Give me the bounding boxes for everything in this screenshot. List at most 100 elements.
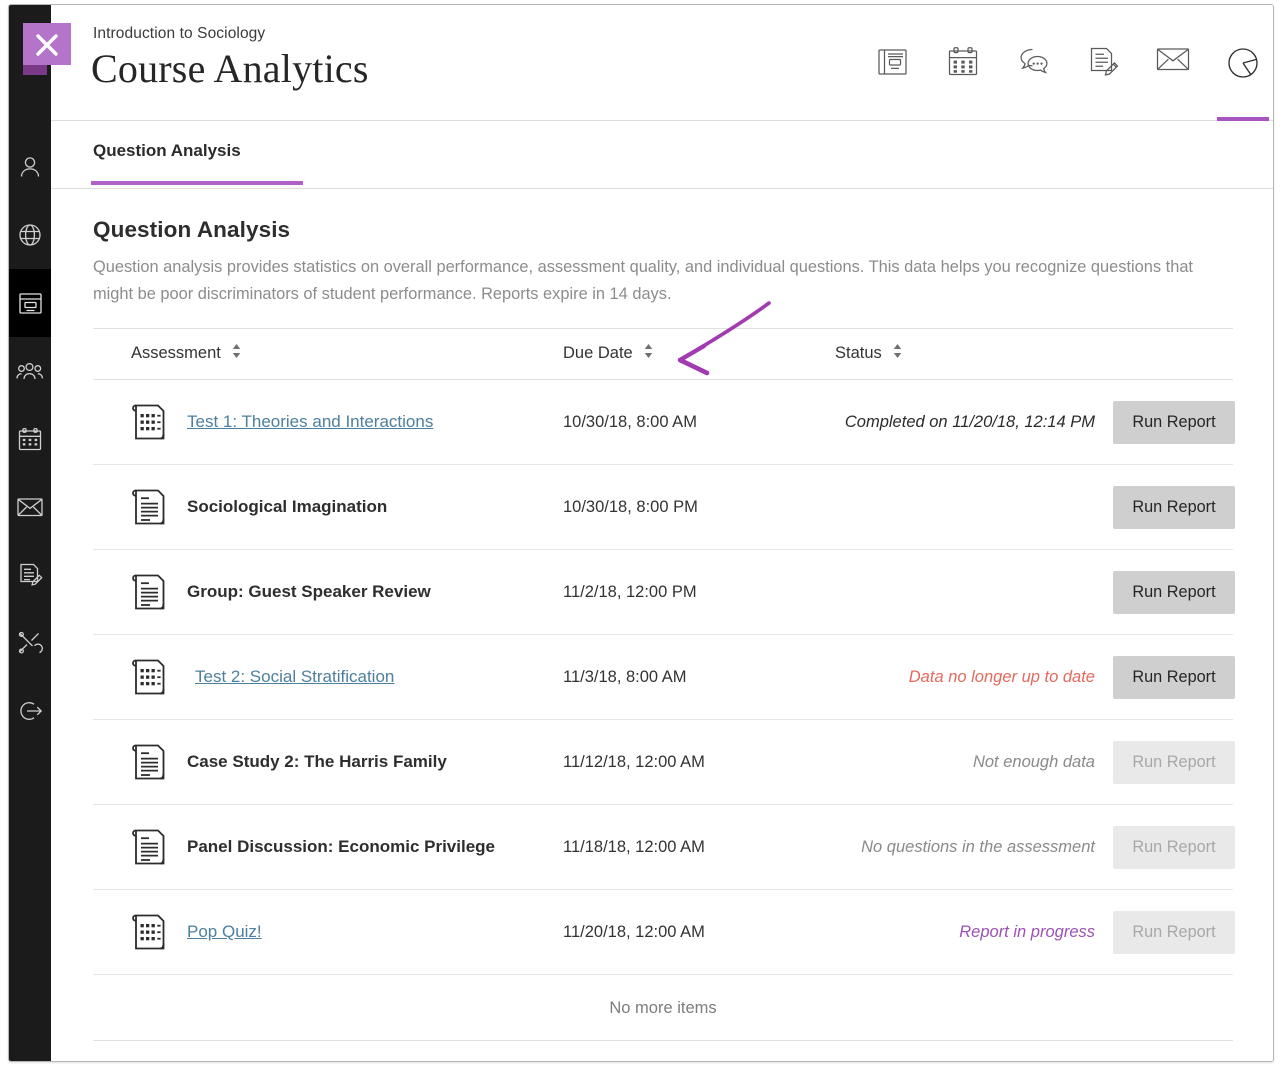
cell-status: Data no longer up to date	[835, 634, 1113, 720]
toolbar-messages[interactable]	[1153, 45, 1193, 121]
test-icon	[132, 914, 165, 950]
status-text: Completed on 11/20/18, 12:14 PM	[844, 412, 1095, 431]
assessment-name: Case Study 2: The Harris Family	[187, 752, 447, 771]
column-header-assessment[interactable]: Assessment	[93, 328, 563, 380]
column-header-due-date[interactable]: Due Date	[563, 328, 835, 380]
table-head: Assessment Due Date	[93, 328, 1233, 380]
cell-assessment: Case Study 2: The Harris Family	[93, 719, 563, 805]
cell-action: Run Report	[1113, 634, 1235, 720]
groups-icon	[16, 362, 44, 380]
content-area: Question Analysis Question analysis prov…	[51, 217, 1273, 1041]
toolbar-calendar[interactable]	[943, 45, 983, 121]
table-row: Pop Quiz! 11/20/18, 12:00 AM Report in pro…	[93, 889, 1235, 975]
close-icon	[23, 23, 71, 75]
column-header-status[interactable]: Status	[835, 328, 1113, 380]
assessment-name: Sociological Imagination	[187, 497, 388, 516]
table-row: Panel Discussion: Economic Privilege 11/1…	[93, 804, 1235, 890]
sidebar-item-institution[interactable]	[9, 201, 51, 269]
global-navigation-rail	[9, 5, 51, 1061]
cell-action: Run Report	[1113, 804, 1235, 890]
column-header-assessment-label: Assessment	[131, 344, 221, 362]
toolbar-analytics[interactable]	[1217, 45, 1269, 121]
course-content-icon	[878, 49, 907, 75]
tab-bar: Question Analysis	[51, 121, 1273, 189]
calendar-icon	[948, 47, 978, 76]
window-card: Introduction to Sociology Course Analyti…	[8, 4, 1274, 1062]
assignment-icon-wrapper	[131, 571, 169, 613]
column-header-due-date-label: Due Date	[563, 344, 633, 362]
messages-icon	[1156, 48, 1190, 71]
sidebar-item-messages[interactable]	[9, 473, 51, 541]
signout-icon	[20, 702, 43, 720]
page-title: Course Analytics	[91, 46, 369, 91]
run-report-button[interactable]: Run Report	[1113, 485, 1235, 529]
cell-status: Not enough data	[835, 719, 1113, 805]
courses-icon	[18, 292, 42, 314]
due-date-value: 11/12/18, 12:00 AM	[563, 752, 705, 771]
toolbar-content[interactable]	[873, 45, 913, 121]
due-date-value: 10/30/18, 8:00 AM	[563, 412, 697, 431]
run-report-button[interactable]: Run Report	[1113, 400, 1235, 444]
toolbar-discussions[interactable]	[1013, 45, 1053, 121]
sidebar-item-profile[interactable]	[9, 133, 51, 201]
cell-due-date: 11/12/18, 12:00 AM	[563, 719, 835, 805]
cell-due-date: 10/30/18, 8:00 AM	[563, 379, 835, 465]
toolbar-gradebook[interactable]	[1083, 45, 1123, 121]
cell-status: No questions in the assessment	[835, 804, 1113, 890]
course-toolbar	[873, 45, 1269, 121]
sidebar-item-tools[interactable]	[9, 609, 51, 677]
sort-assessment-icon[interactable]	[231, 343, 242, 359]
table-row: Case Study 2: The Harris Family 11/12/18,…	[93, 719, 1235, 805]
cell-due-date: 11/20/18, 12:00 AM	[563, 889, 835, 975]
status-text: Data no longer up to date	[908, 667, 1095, 686]
run-report-button[interactable]: Run Report	[1113, 570, 1235, 614]
cell-status: Report in progress	[835, 889, 1113, 975]
assignment-icon	[132, 574, 165, 610]
status-text: No questions in the assessment	[861, 837, 1095, 856]
analytics-icon	[1228, 48, 1258, 78]
cell-action: Run Report	[1113, 464, 1235, 550]
sidebar-item-grades[interactable]	[9, 541, 51, 609]
sort-arrows-icon	[894, 344, 902, 358]
tab-question-analysis[interactable]: Question Analysis	[91, 141, 303, 185]
sidebar-item-organizations[interactable]	[9, 337, 51, 405]
cell-assessment: Test 1: Theories and Interactions	[93, 379, 563, 465]
due-date-value: 11/18/18, 12:00 AM	[563, 837, 705, 856]
profile-icon	[20, 157, 40, 177]
sidebar-item-calendar[interactable]	[9, 405, 51, 473]
run-report-button[interactable]: Run Report	[1113, 655, 1235, 699]
assessment-link[interactable]: Pop Quiz!	[187, 922, 262, 941]
table-row: Group: Guest Speaker Review 11/2/18, 12:0…	[93, 549, 1235, 635]
cell-status	[835, 464, 1113, 550]
cell-due-date: 11/18/18, 12:00 AM	[563, 804, 835, 890]
sort-arrows-icon	[233, 344, 241, 358]
table-row: Test 2: Social Stratification 11/3/18, 8:…	[93, 634, 1235, 720]
tools-icon	[18, 631, 43, 654]
sort-due-date-icon[interactable]	[643, 343, 654, 359]
assessment-link[interactable]: Test 1: Theories and Interactions	[187, 412, 434, 431]
cell-action: Run Report	[1113, 549, 1235, 635]
column-header-status-label: Status	[835, 344, 882, 362]
assessment-link[interactable]: Test 2: Social Stratification	[195, 667, 395, 686]
test-icon	[132, 404, 165, 440]
assignment-icon	[132, 489, 165, 525]
sidebar-item-signout[interactable]	[9, 677, 51, 745]
cell-action: Run Report	[1113, 379, 1235, 465]
cell-assessment: Pop Quiz!	[93, 889, 563, 975]
grades-icon	[20, 563, 43, 586]
cell-due-date: 11/2/18, 12:00 PM	[563, 549, 835, 635]
due-date-value: 11/2/18, 12:00 PM	[563, 582, 697, 601]
cell-assessment: Panel Discussion: Economic Privilege	[93, 804, 563, 890]
section-description: Question analysis provides statistics on…	[93, 258, 1193, 303]
assessment-name: Group: Guest Speaker Review	[187, 582, 431, 601]
close-menu-button[interactable]	[23, 23, 71, 81]
sort-status-icon[interactable]	[892, 343, 903, 359]
cell-status: Completed on 11/20/18, 12:14 PM	[835, 379, 1113, 465]
sidebar-item-courses[interactable]	[9, 269, 51, 337]
cell-due-date: 10/30/18, 8:00 PM	[563, 464, 835, 550]
test-icon-wrapper	[131, 401, 169, 443]
status-text: Not enough data	[972, 752, 1095, 771]
cell-assessment: Test 2: Social Stratification	[93, 634, 563, 720]
test-icon-wrapper	[131, 911, 169, 953]
due-date-value: 11/20/18, 12:00 AM	[563, 922, 705, 941]
